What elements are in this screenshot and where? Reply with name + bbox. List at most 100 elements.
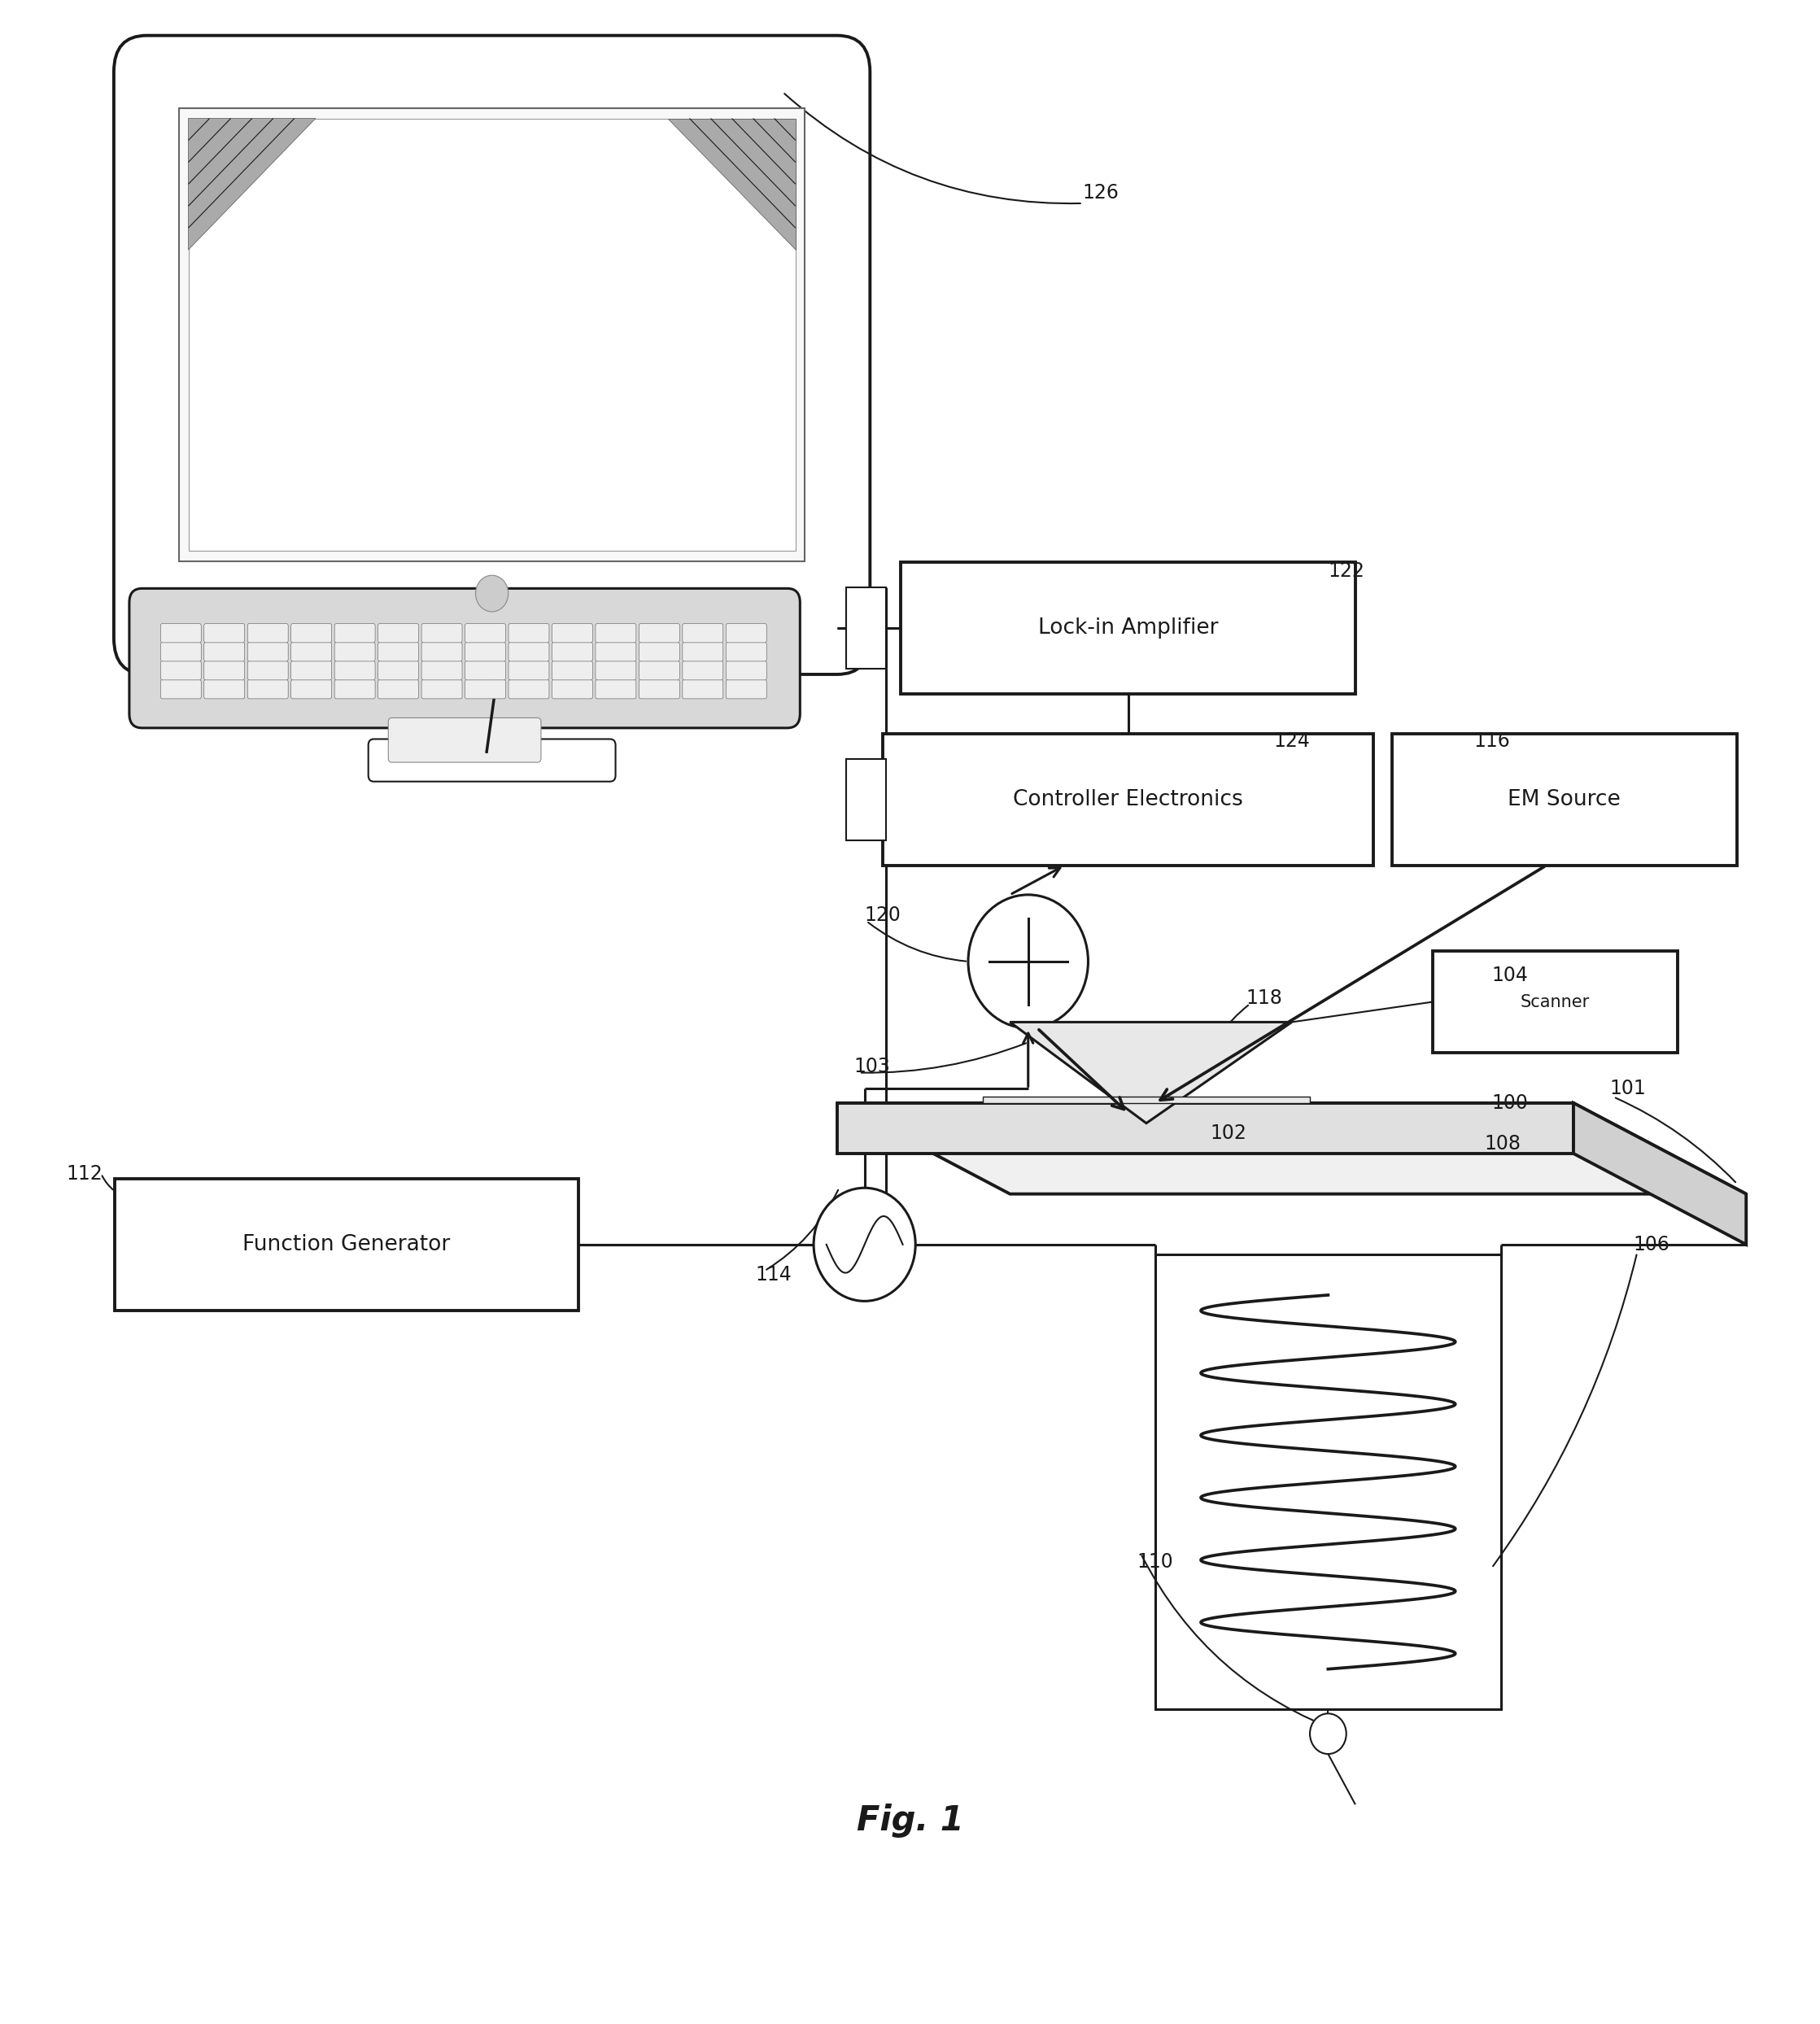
FancyBboxPatch shape <box>508 642 550 662</box>
Text: 112: 112 <box>67 1164 104 1184</box>
Text: 101: 101 <box>1611 1079 1647 1099</box>
FancyBboxPatch shape <box>379 680 419 698</box>
Text: 116: 116 <box>1474 731 1511 751</box>
Text: 126: 126 <box>1083 184 1119 202</box>
FancyBboxPatch shape <box>639 680 679 698</box>
FancyBboxPatch shape <box>388 719 541 763</box>
Polygon shape <box>433 638 550 759</box>
FancyBboxPatch shape <box>160 662 202 680</box>
Text: 124: 124 <box>1274 731 1310 751</box>
FancyBboxPatch shape <box>595 642 637 662</box>
FancyBboxPatch shape <box>291 662 331 680</box>
FancyBboxPatch shape <box>682 680 723 698</box>
FancyBboxPatch shape <box>248 680 288 698</box>
FancyBboxPatch shape <box>726 662 766 680</box>
FancyBboxPatch shape <box>551 662 593 680</box>
FancyBboxPatch shape <box>595 680 637 698</box>
FancyBboxPatch shape <box>160 623 202 642</box>
FancyBboxPatch shape <box>883 735 1374 866</box>
FancyBboxPatch shape <box>726 642 766 662</box>
FancyBboxPatch shape <box>901 563 1356 694</box>
Text: 104: 104 <box>1492 965 1529 986</box>
FancyBboxPatch shape <box>1432 951 1678 1052</box>
FancyBboxPatch shape <box>551 623 593 642</box>
Polygon shape <box>837 1103 1574 1154</box>
FancyBboxPatch shape <box>160 642 202 662</box>
FancyBboxPatch shape <box>204 623 244 642</box>
FancyBboxPatch shape <box>466 662 506 680</box>
Polygon shape <box>1010 1022 1292 1123</box>
FancyBboxPatch shape <box>335 662 375 680</box>
FancyBboxPatch shape <box>551 680 593 698</box>
FancyBboxPatch shape <box>248 662 288 680</box>
FancyBboxPatch shape <box>115 36 870 674</box>
Text: 108: 108 <box>1485 1133 1522 1154</box>
FancyBboxPatch shape <box>115 1178 579 1310</box>
Text: 120: 120 <box>864 905 901 925</box>
FancyBboxPatch shape <box>129 589 801 729</box>
Text: 110: 110 <box>1138 1552 1174 1573</box>
Text: 114: 114 <box>755 1265 792 1285</box>
FancyBboxPatch shape <box>335 680 375 698</box>
FancyBboxPatch shape <box>1392 735 1736 866</box>
FancyBboxPatch shape <box>726 680 766 698</box>
FancyBboxPatch shape <box>726 623 766 642</box>
Circle shape <box>814 1188 915 1301</box>
FancyBboxPatch shape <box>422 680 462 698</box>
FancyBboxPatch shape <box>248 623 288 642</box>
Text: 100: 100 <box>1492 1093 1529 1113</box>
FancyBboxPatch shape <box>595 623 637 642</box>
Polygon shape <box>668 117 795 249</box>
FancyBboxPatch shape <box>248 642 288 662</box>
FancyBboxPatch shape <box>187 117 795 551</box>
FancyBboxPatch shape <box>160 680 202 698</box>
Circle shape <box>475 575 508 611</box>
Text: 103: 103 <box>854 1057 890 1077</box>
FancyBboxPatch shape <box>291 623 331 642</box>
Text: Lock-in Amplifier: Lock-in Amplifier <box>1037 617 1218 638</box>
FancyBboxPatch shape <box>204 680 244 698</box>
FancyBboxPatch shape <box>466 680 506 698</box>
FancyBboxPatch shape <box>466 642 506 662</box>
Text: Function Generator: Function Generator <box>242 1235 450 1255</box>
FancyBboxPatch shape <box>204 662 244 680</box>
FancyBboxPatch shape <box>466 623 506 642</box>
Circle shape <box>1310 1714 1347 1755</box>
FancyBboxPatch shape <box>639 662 679 680</box>
FancyBboxPatch shape <box>204 642 244 662</box>
FancyBboxPatch shape <box>368 739 615 781</box>
FancyBboxPatch shape <box>291 642 331 662</box>
FancyBboxPatch shape <box>335 642 375 662</box>
Text: Fig. 1: Fig. 1 <box>857 1803 963 1838</box>
Text: 106: 106 <box>1634 1235 1671 1255</box>
FancyBboxPatch shape <box>639 642 679 662</box>
FancyBboxPatch shape <box>682 642 723 662</box>
FancyBboxPatch shape <box>379 662 419 680</box>
Text: 118: 118 <box>1247 988 1283 1008</box>
FancyBboxPatch shape <box>551 642 593 662</box>
Text: 122: 122 <box>1329 561 1365 581</box>
FancyBboxPatch shape <box>595 662 637 680</box>
FancyBboxPatch shape <box>508 662 550 680</box>
FancyBboxPatch shape <box>682 662 723 680</box>
Polygon shape <box>837 1103 1745 1194</box>
FancyBboxPatch shape <box>422 623 462 642</box>
FancyBboxPatch shape <box>178 107 804 561</box>
FancyBboxPatch shape <box>639 623 679 642</box>
FancyBboxPatch shape <box>422 642 462 662</box>
Polygon shape <box>1574 1103 1745 1245</box>
Text: Controller Electronics: Controller Electronics <box>1014 789 1243 810</box>
Polygon shape <box>187 117 315 249</box>
FancyBboxPatch shape <box>422 662 462 680</box>
Text: EM Source: EM Source <box>1509 789 1622 810</box>
FancyBboxPatch shape <box>291 680 331 698</box>
FancyBboxPatch shape <box>508 680 550 698</box>
Text: 102: 102 <box>1210 1123 1247 1144</box>
Circle shape <box>968 895 1088 1028</box>
FancyBboxPatch shape <box>379 642 419 662</box>
FancyBboxPatch shape <box>846 587 886 668</box>
FancyBboxPatch shape <box>846 759 886 840</box>
FancyBboxPatch shape <box>379 623 419 642</box>
FancyBboxPatch shape <box>508 623 550 642</box>
FancyBboxPatch shape <box>335 623 375 642</box>
